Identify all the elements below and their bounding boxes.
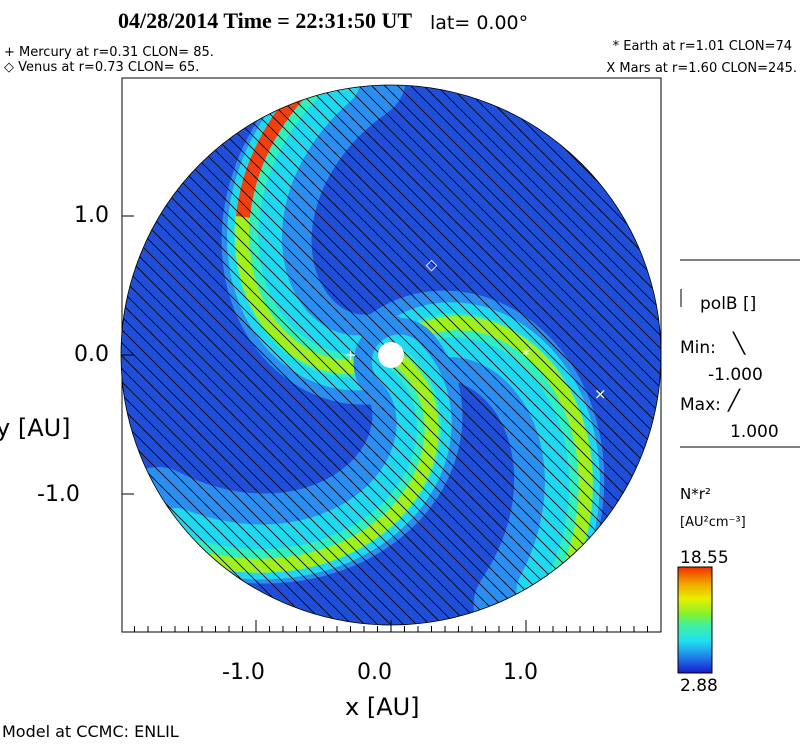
hatch-positive-icon: ╱ bbox=[728, 388, 741, 412]
sun bbox=[378, 342, 404, 368]
max-label: Max: bbox=[680, 395, 721, 415]
ytick-label: 1.0 bbox=[74, 203, 109, 228]
xtick-label: 0.0 bbox=[357, 660, 392, 685]
y-axis-label: y [AU] bbox=[0, 414, 71, 442]
overlay-label: polB [] bbox=[700, 294, 757, 314]
xtick-label: 1.0 bbox=[503, 660, 538, 685]
footer-credit: Model at CCMC: ENLIL bbox=[2, 722, 179, 741]
venus-marker: ◇ bbox=[426, 256, 438, 274]
max-value: 1.000 bbox=[730, 422, 779, 442]
latitude-label: lat= 0.00° bbox=[430, 12, 529, 34]
hatch-negative-icon: ╲ bbox=[733, 331, 746, 355]
plot-title: 04/28/2014 Time = 22:31:50 UT bbox=[118, 8, 413, 33]
colorbar-max: 18.55 bbox=[680, 548, 729, 568]
venus-label: ◇ Venus at r=0.73 CLON= 65. bbox=[4, 60, 200, 75]
colorbar bbox=[677, 566, 713, 674]
min-label: Min: bbox=[680, 338, 716, 358]
x-axis-label: x [AU] bbox=[345, 693, 420, 721]
xtick-label: -1.0 bbox=[222, 660, 265, 685]
mercury-label: + Mercury at r=0.31 CLON= 85. bbox=[4, 45, 214, 60]
ytick-label: 0.0 bbox=[74, 342, 109, 367]
min-value: -1.000 bbox=[708, 365, 763, 385]
colorbar-units: [AU²cm⁻³] bbox=[680, 515, 746, 530]
colorbar-label: N*r² bbox=[680, 485, 711, 503]
mercury-marker: + bbox=[344, 346, 357, 364]
earth-marker: * bbox=[522, 346, 530, 364]
earth-label: * Earth at r=1.01 CLON=74 bbox=[612, 39, 792, 54]
mars-marker: × bbox=[594, 385, 607, 403]
ytick-label: -1.0 bbox=[37, 482, 80, 507]
colorbar-min: 2.88 bbox=[680, 676, 718, 696]
mars-label: X Mars at r=1.60 CLON=245. bbox=[606, 61, 797, 76]
